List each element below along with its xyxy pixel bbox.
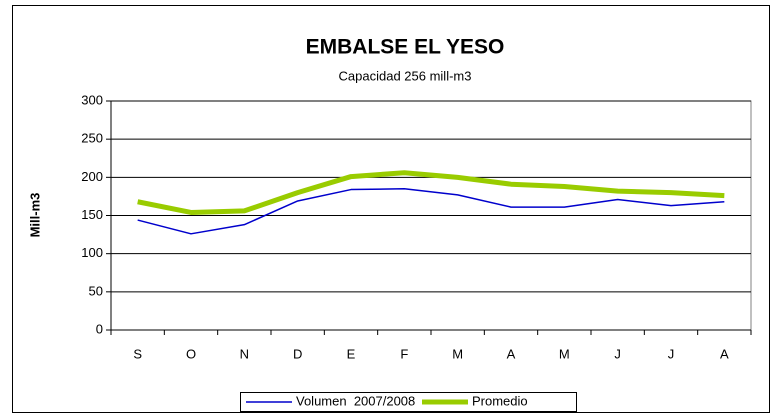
y-tick-label: 300 [81, 92, 103, 107]
x-tick-label: N [240, 346, 249, 361]
x-tick-label: A [507, 346, 516, 361]
x-tick-label: E [347, 346, 356, 361]
series-line [137, 188, 725, 235]
x-tick-label: O [186, 346, 196, 361]
y-tick-label: 50 [89, 283, 103, 298]
x-tick-label: M [559, 346, 570, 361]
x-tick-label: D [293, 346, 302, 361]
legend-box [240, 392, 577, 412]
y-tick-label: 150 [81, 207, 103, 222]
x-tick-label: J [668, 346, 675, 361]
y-axis-label: Mill-m3 [27, 193, 42, 238]
y-tick-label: 250 [81, 131, 103, 146]
x-tick-label: A [720, 346, 729, 361]
y-tick-label: 200 [81, 169, 103, 184]
y-tick-label: 0 [96, 321, 103, 336]
chart-subtitle: Capacidad 256 mill-m3 [339, 68, 472, 83]
chart-title: EMBALSE EL YESO [306, 36, 505, 59]
x-tick-label: F [400, 346, 408, 361]
x-tick-label: S [133, 346, 142, 361]
legend-label: Volumen 2007/2008 [296, 393, 415, 408]
x-tick-label: J [614, 346, 621, 361]
legend-label: Promedio [472, 393, 528, 408]
y-tick-label: 100 [81, 245, 103, 260]
x-tick-label: M [452, 346, 463, 361]
series-line [137, 170, 725, 215]
